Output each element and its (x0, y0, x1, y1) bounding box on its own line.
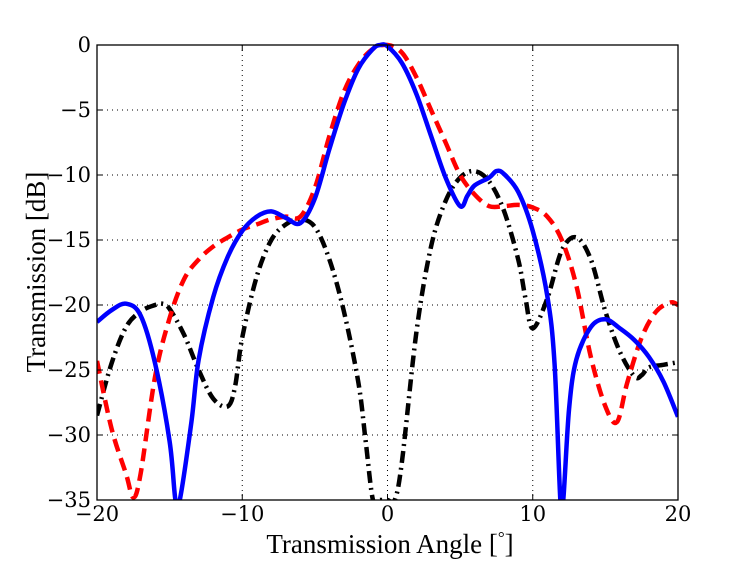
series-line-dashed (97, 42, 678, 500)
x-axis-label-unit: ° (498, 528, 505, 547)
x-tick-label: 20 (665, 502, 692, 526)
plot-frame (96, 44, 679, 501)
x-tick-label: −20 (75, 502, 119, 526)
x-axis-label: Transmission Angle [°] (266, 528, 513, 559)
y-tick-label: −25 (47, 358, 91, 382)
y-tick-label: −30 (47, 423, 91, 447)
y-tick-label: −20 (47, 293, 91, 317)
axes-layer (96, 44, 679, 501)
x-tick-label: 10 (519, 502, 546, 526)
y-tick-label: −5 (60, 98, 91, 122)
y-tick-label: −15 (47, 228, 91, 252)
x-axis-label-text: Transmission Angle [ (266, 529, 498, 559)
grid-lines (97, 45, 678, 500)
series-line-solid (97, 42, 678, 500)
y-tick-label: −35 (47, 488, 91, 512)
tick-labels: −20 −10 0 10 20 0 −5 −10 −15 −20 −25 −30 −35 (47, 33, 692, 526)
y-tick-label: 0 (78, 33, 91, 57)
y-tick-label: −10 (47, 163, 91, 187)
y-axis-label: Transmission [dB] (21, 172, 51, 373)
series-layer (97, 42, 678, 500)
x-tick-label: 0 (381, 502, 394, 526)
x-tick-label: −10 (220, 502, 264, 526)
x-axis-label-close: ] (505, 529, 514, 559)
